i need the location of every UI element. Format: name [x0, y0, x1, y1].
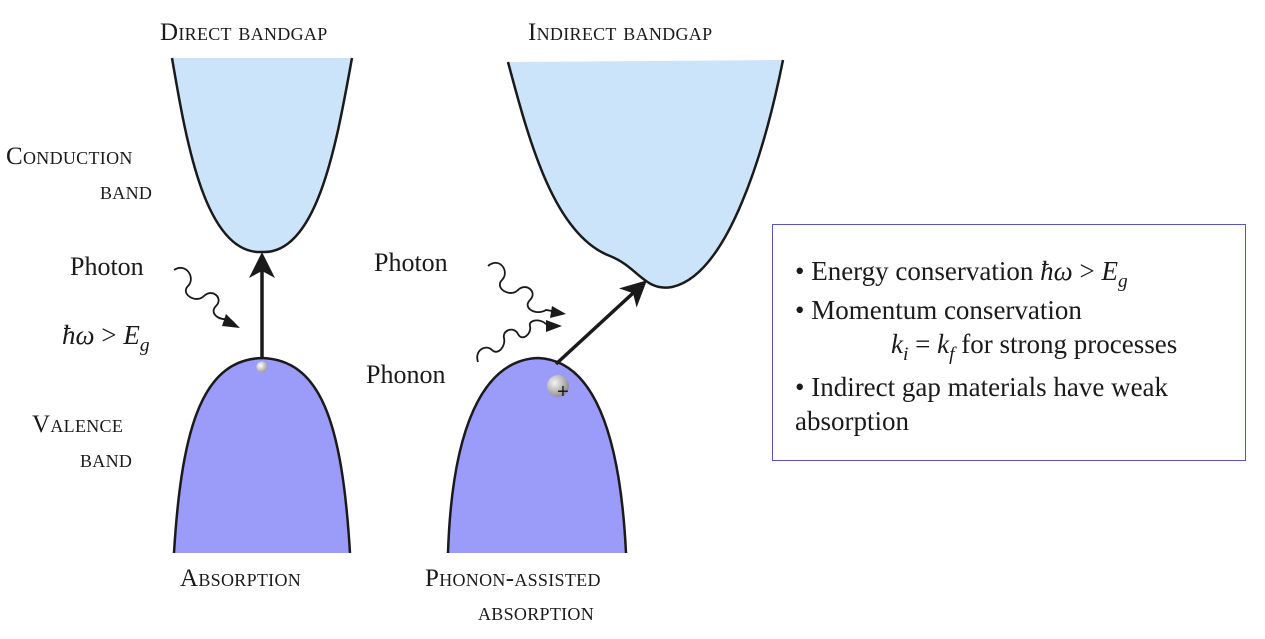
k-initial-subscript: i: [902, 343, 909, 365]
hole-sign: +: [557, 381, 569, 403]
absorption-caption: Absorption: [180, 565, 302, 592]
conduction-band-label: Conduction: [6, 143, 133, 170]
electron-dot: [256, 361, 268, 373]
greater-than: >: [1072, 256, 1102, 286]
k-final-subscript: f: [949, 343, 955, 365]
left-photon-label: Photon: [70, 252, 144, 281]
indirect-gap-text: Indirect gap materials have weak absorpt…: [795, 371, 1169, 436]
valence-band-label: Valence: [32, 411, 124, 438]
energy-symbol: E: [123, 320, 140, 350]
phonon-assisted-caption-2: absorption: [478, 599, 595, 626]
indirect-gap-note: • Indirect gap materials have weak absor…: [795, 371, 1231, 439]
energy-conservation-note: • Energy conservation ħω > Eg: [795, 255, 1231, 294]
indirect-valence-band: [448, 358, 626, 553]
indirect-conduction-band-outline: [506, 59, 785, 289]
gap-subscript: g: [139, 334, 150, 356]
direct-conduction-band: [172, 58, 352, 253]
indirect-bandgap-title: Indirect bandgap: [528, 19, 713, 46]
indirect-conduction-band: [508, 60, 783, 288]
hole-circle: [547, 375, 569, 397]
conduction-band-label-2: band: [100, 178, 153, 205]
k-initial: k: [891, 328, 903, 359]
right-photon-arrowhead: [550, 306, 566, 318]
direct-valence-band-outline: [172, 356, 352, 554]
hbar-omega: ħω: [62, 320, 95, 350]
direct-valence-band: [174, 358, 350, 553]
momentum-equation: ki = kf for strong processes: [795, 328, 1231, 367]
energy-symbol: E: [1101, 256, 1118, 286]
phonon-label: Phonon: [366, 360, 446, 389]
equals: =: [908, 328, 938, 359]
k-final: k: [937, 328, 950, 359]
right-photon-wavy-arrow: [487, 261, 559, 313]
gap-subscript: g: [1117, 270, 1128, 292]
bullet: •: [795, 295, 805, 326]
bullet: •: [795, 256, 805, 286]
left-photon-arrowhead: [222, 314, 240, 328]
phonon-wavy-arrow: [476, 319, 553, 363]
energy-conservation-text: Energy conservation: [811, 256, 1041, 286]
strong-processes-text: for strong processes: [954, 328, 1178, 359]
energy-condition-label: ħω > Eg: [62, 320, 150, 356]
notes-box: • Energy conservation ħω > Eg • Momentum…: [772, 224, 1246, 461]
valence-band-label-2: band: [80, 446, 133, 473]
indirect-transition-arrow: [554, 280, 647, 366]
indirect-valence-band-outline: [446, 356, 628, 554]
hbar-omega: ħω: [1040, 256, 1073, 286]
right-photon-label: Photon: [374, 248, 448, 277]
left-photon-wavy-arrow: [173, 267, 235, 324]
bullet: •: [795, 371, 805, 402]
momentum-conservation-note: • Momentum conservation: [795, 294, 1231, 328]
phonon-arrowhead: [546, 320, 562, 332]
phonon-assisted-caption: Phonon-assisted: [425, 565, 601, 592]
direct-bandgap-title: Direct bandgap: [160, 19, 328, 46]
greater-than: >: [94, 320, 124, 350]
momentum-conservation-text: Momentum conservation: [811, 295, 1082, 326]
